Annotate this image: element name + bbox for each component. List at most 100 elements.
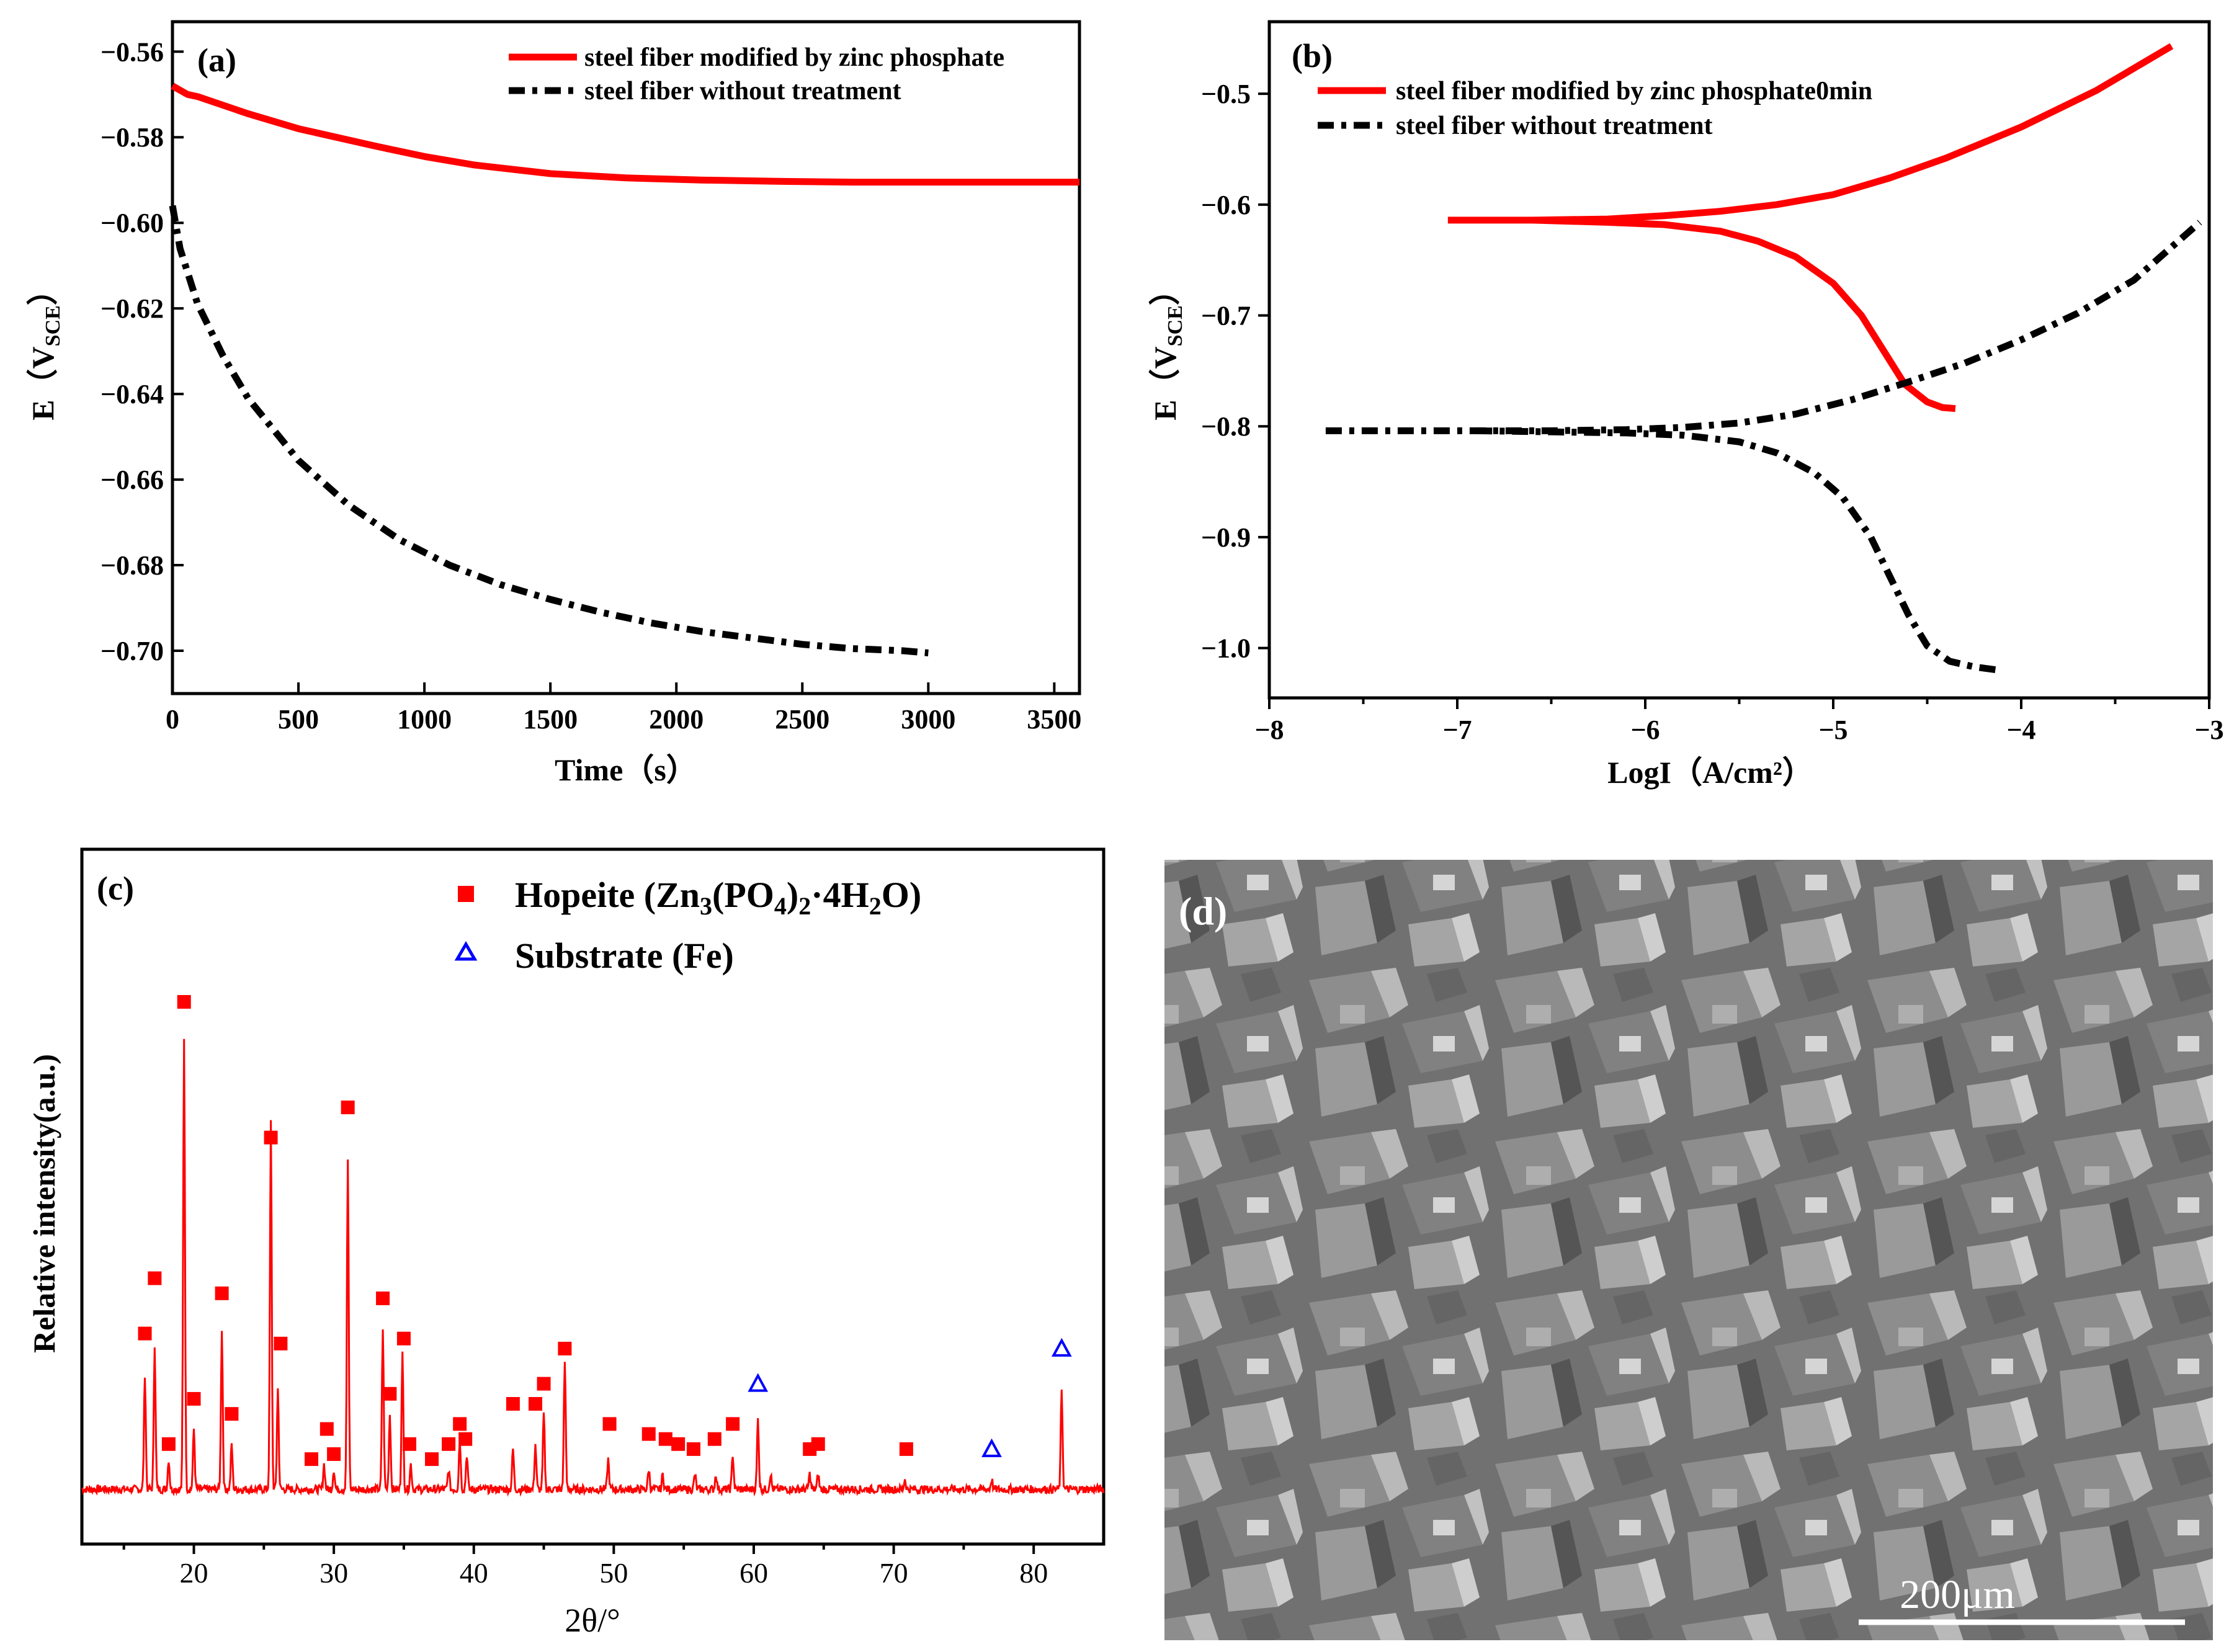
x-tick-label: 1000 bbox=[397, 704, 452, 734]
x-tick-label: 40 bbox=[460, 1557, 488, 1589]
panel-b-y-ticks: −0.5 −0.6 −0.7 −0.8 −0.9 −1.0 bbox=[1201, 79, 1269, 664]
legend-label-untreated: steel fiber without treatment bbox=[584, 77, 901, 105]
zinc-phosphate-cathodic-branch bbox=[1532, 217, 1956, 413]
hopeite-marker bbox=[453, 1417, 467, 1431]
x-tick-label: −6 bbox=[1630, 715, 1660, 745]
x-tick-label: 2000 bbox=[649, 704, 704, 734]
x-tick-label: −3 bbox=[2194, 715, 2223, 745]
y-tick-label: −0.68 bbox=[101, 550, 164, 581]
y-tick-label: −1.0 bbox=[1201, 633, 1251, 664]
x-tick-label: 50 bbox=[599, 1557, 628, 1589]
hopeite-marker bbox=[215, 1286, 229, 1300]
legend-label-hopeite: Hopeite (Zn3(PO4)2·4H2O) bbox=[515, 875, 921, 920]
legend-label-substrate: Substrate (Fe) bbox=[515, 935, 734, 976]
hopeite-marker bbox=[383, 1386, 397, 1401]
panel-b-x-ticks: −8 −7 −6 −5 −4 −3 bbox=[1254, 698, 2224, 745]
panel-c-label: (c) bbox=[97, 870, 134, 907]
untreated-anodic-branch bbox=[1325, 220, 2202, 434]
xrd-pattern bbox=[81, 1038, 1105, 1498]
hopeite-marker bbox=[305, 1452, 319, 1467]
hopeite-marker bbox=[899, 1442, 913, 1456]
hopeite-marker bbox=[396, 1331, 411, 1346]
hopeite-marker bbox=[707, 1432, 722, 1446]
panel-d-label: (d) bbox=[1179, 889, 1227, 933]
hopeite-marker bbox=[458, 1432, 473, 1446]
fe-substrate-marker bbox=[1051, 1337, 1072, 1357]
hopeite-marker bbox=[341, 1101, 355, 1115]
x-tick-label: 500 bbox=[278, 704, 319, 734]
hopeite-marker bbox=[658, 1432, 672, 1446]
hopeite-marker bbox=[187, 1391, 201, 1406]
x-tick-label: 60 bbox=[739, 1557, 768, 1589]
panel-c-legend: Hopeite (Zn3(PO4)2·4H2O) Substrate (Fe) bbox=[454, 875, 921, 976]
hopeite-marker bbox=[602, 1417, 617, 1431]
sem-image bbox=[1164, 860, 2213, 1640]
series-untreated-line bbox=[169, 205, 929, 656]
x-tick-label: 20 bbox=[179, 1557, 208, 1589]
y-tick-label: −0.66 bbox=[101, 465, 164, 495]
hopeite-marker bbox=[641, 1427, 656, 1441]
panel-a-y-ticks: −0.56 −0.58 −0.60 −0.62 −0.64 −0.66 −0.68 −0.70 bbox=[101, 37, 184, 666]
panel-b-label: (b) bbox=[1292, 37, 1333, 74]
hopeite-marker bbox=[274, 1336, 288, 1351]
panel-c-y-axis-label: Relative intensity(a.u.) bbox=[27, 1054, 61, 1353]
hopeite-marker bbox=[148, 1271, 162, 1285]
hopeite-marker bbox=[138, 1326, 152, 1341]
hopeite-marker bbox=[161, 1437, 176, 1451]
legend-marker-hopeite bbox=[458, 886, 474, 902]
legend-label-zinc-b: steel fiber modified by zinc phosphate0m… bbox=[1396, 77, 1872, 105]
y-tick-label: −0.7 bbox=[1201, 301, 1251, 331]
panel-b-chart: −8 −7 −6 −5 −4 −3 −0.5 −0.6 −0.7 −0.8 −0.9 −1.0 (b… bbox=[1148, 20, 2224, 790]
hopeite-marker bbox=[442, 1437, 456, 1451]
hopeite-marker bbox=[671, 1437, 686, 1451]
hopeite-marker bbox=[811, 1437, 825, 1451]
hopeite-marker bbox=[402, 1437, 416, 1451]
panel-c-markers bbox=[138, 995, 1072, 1467]
x-tick-label: −4 bbox=[2006, 715, 2035, 745]
panel-b-series bbox=[1325, 43, 2202, 674]
hopeite-marker bbox=[327, 1447, 341, 1461]
x-tick-label: −5 bbox=[1818, 715, 1848, 745]
y-tick-label: −0.9 bbox=[1201, 522, 1251, 553]
y-tick-label: −0.5 bbox=[1201, 79, 1251, 109]
panel-c-chart: 20 30 40 50 60 70 80 (c) 2θ/° Relative intensi… bbox=[27, 847, 1106, 1639]
hopeite-marker bbox=[558, 1341, 572, 1355]
hopeite-marker bbox=[506, 1397, 520, 1411]
y-tick-label: −0.58 bbox=[101, 122, 164, 153]
x-tick-label: 2500 bbox=[775, 704, 829, 734]
scale-bar-label: 200μm bbox=[1900, 1572, 2015, 1617]
panel-b-legend: steel fiber modified by zinc phosphate0m… bbox=[1318, 77, 1872, 140]
y-tick-label: −0.62 bbox=[101, 293, 164, 324]
hopeite-marker bbox=[425, 1452, 439, 1467]
x-tick-label: 3500 bbox=[1027, 704, 1081, 734]
x-tick-label: 1500 bbox=[523, 704, 578, 734]
y-tick-label: −0.6 bbox=[1201, 190, 1251, 220]
hopeite-marker bbox=[376, 1291, 390, 1305]
hopeite-marker bbox=[319, 1422, 334, 1436]
panel-c-frame bbox=[80, 847, 1106, 1546]
y-tick-label: −0.8 bbox=[1201, 411, 1251, 442]
legend-label-untreated-b: steel fiber without treatment bbox=[1396, 112, 1712, 140]
fe-substrate-marker bbox=[748, 1373, 769, 1392]
legend-marker-substrate bbox=[454, 941, 478, 961]
x-tick-label: 70 bbox=[880, 1557, 908, 1589]
panel-a-frame bbox=[171, 20, 1081, 695]
x-tick-label: −7 bbox=[1442, 715, 1472, 745]
x-tick-label: 0 bbox=[166, 704, 179, 734]
panel-c-x-axis-label: 2θ/° bbox=[565, 1602, 620, 1639]
fe-substrate-marker bbox=[981, 1438, 1002, 1457]
panel-a-x-axis-label: Time（s） bbox=[555, 752, 697, 787]
y-tick-label: −0.60 bbox=[101, 208, 164, 238]
sem-image-panel: (d) 200μm bbox=[1164, 860, 2213, 1640]
hopeite-marker bbox=[528, 1397, 542, 1411]
panel-a-y-axis-label: E（VSCE） bbox=[25, 274, 65, 421]
y-tick-label: −0.70 bbox=[101, 636, 164, 666]
panel-b-x-axis-label: LogI（A/cm²） bbox=[1607, 755, 1813, 790]
panel-a-chart: 0 500 1000 1500 2000 2500 3000 3500 −0.56 −0.58 −… bbox=[25, 20, 1081, 787]
panel-a-label: (a) bbox=[197, 42, 236, 79]
x-tick-label: 3000 bbox=[901, 704, 955, 734]
hopeite-marker bbox=[726, 1417, 740, 1431]
y-tick-label: −0.56 bbox=[101, 37, 164, 67]
panel-a-x-ticks: 0 500 1000 1500 2000 2500 3000 3500 bbox=[166, 682, 1081, 734]
